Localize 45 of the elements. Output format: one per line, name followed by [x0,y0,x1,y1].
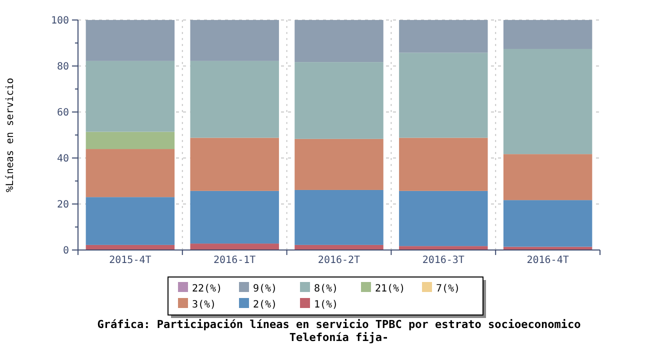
bar [503,154,592,200]
bar [399,52,488,138]
bar [86,132,175,150]
y-tick-label: 60 [56,108,69,118]
bar [86,20,175,61]
bar [399,20,488,53]
bar [190,60,279,138]
bar [86,149,175,198]
bar [190,20,279,61]
legend-label: 22(%) [192,284,222,294]
bar [190,190,279,244]
bar [503,48,592,154]
y-tick-label: 100 [50,16,69,26]
bar [86,197,175,245]
bar [399,190,488,246]
legend-label: 8(%) [314,284,338,294]
bar [294,20,384,62]
bar [294,138,384,190]
bar [294,190,384,245]
x-tick-label: 2016-1T [214,255,256,266]
bar [190,244,279,250]
y-tick-label: 80 [56,62,69,72]
bar [294,62,384,139]
x-tick-label: 2016-2T [318,255,360,266]
legend-label: 21(%) [375,284,406,294]
x-tick-label: 2015-4T [109,255,152,266]
y-axis-title: %Líneas en servicio [5,78,16,192]
y-tick-label: 20 [56,200,69,210]
x-tick-label: 2016-3T [422,255,464,266]
legend-label: 3(%) [192,300,216,310]
legend-label: 7(%) [436,284,460,294]
bar [503,20,592,49]
bar [399,138,488,191]
bar [503,200,592,247]
bar [190,138,279,191]
bar [399,246,488,250]
text: Gráfica: Participación líneas en servicio TPBC por estrato socioeconomico [97,318,582,331]
x-tick-label: 2016-4T [526,255,569,266]
y-tick-label: 40 [56,154,69,164]
text: Telefonía fija- [289,331,389,344]
legend-label: 2(%) [253,300,278,310]
legend-label: 1(%) [314,300,338,310]
legend-label: 9(%) [253,284,278,294]
y-tick-label: 0 [62,246,69,256]
bar [86,60,175,132]
